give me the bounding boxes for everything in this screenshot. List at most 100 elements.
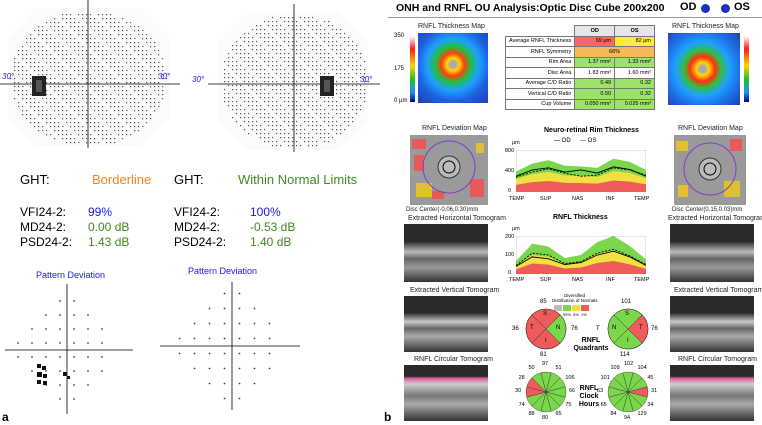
field-dot (106, 122, 108, 124)
od-quadrant-chart (525, 308, 567, 350)
os-cell: 0.32 (614, 88, 655, 100)
field-dot (114, 82, 116, 84)
field-dot (312, 49, 314, 51)
field-dot (268, 133, 270, 135)
field-dot (70, 18, 72, 20)
field-dot (296, 69, 298, 71)
field-dot (288, 85, 290, 87)
field-dot (224, 97, 226, 99)
clock-value: 94 (624, 415, 631, 421)
field-dot (292, 89, 294, 91)
field-dot (264, 89, 266, 91)
field-dot (98, 30, 100, 32)
field-dot (94, 106, 96, 108)
os-cell: 0.32 (614, 77, 655, 89)
field-dot (364, 97, 366, 99)
field-dot (26, 114, 28, 116)
field-dot (122, 134, 124, 136)
field-dot (102, 138, 104, 140)
field-dot (336, 61, 338, 63)
field-dot (142, 54, 144, 56)
pd-point (31, 328, 33, 330)
vfi-value: 99% (88, 205, 113, 219)
field-dot (260, 105, 262, 107)
field-dot (146, 78, 148, 80)
field-dot (356, 61, 358, 63)
field-dot (232, 45, 234, 47)
field-dot (118, 50, 120, 52)
field-dot (252, 65, 254, 67)
field-dot (50, 114, 52, 116)
clock-value: 65 (600, 401, 607, 408)
field-dot (360, 73, 362, 75)
field-dot (114, 106, 116, 108)
field-dot (82, 130, 84, 132)
field-dot (54, 46, 56, 48)
field-dot (268, 53, 270, 55)
field-dot (228, 85, 230, 87)
field-dot (18, 62, 20, 64)
field-dot (284, 41, 286, 43)
field-dot (260, 117, 262, 119)
field-dot (106, 98, 108, 100)
field-dot (50, 54, 52, 56)
field-dot (328, 37, 330, 39)
field-dot (340, 29, 342, 31)
field-dot (74, 30, 76, 32)
field-dot (232, 69, 234, 71)
field-dot (224, 77, 226, 79)
field-dot (42, 30, 44, 32)
field-dot (94, 130, 96, 132)
field-dot (150, 54, 152, 56)
field-dot (34, 98, 36, 100)
field-dot (138, 54, 140, 56)
field-dot (268, 121, 270, 123)
field-dot (14, 78, 16, 80)
field-dot (62, 14, 64, 16)
field-dot (78, 122, 80, 124)
field-dot (138, 114, 140, 116)
field-dot (300, 45, 302, 47)
field-dot (114, 62, 116, 64)
field-dot (94, 38, 96, 40)
field-dot (256, 89, 258, 91)
os-deviation-svg (674, 135, 746, 205)
field-dot (280, 45, 282, 47)
field-dot (106, 82, 108, 84)
field-dot (70, 142, 72, 144)
scale-bottom: 0 µm (394, 98, 408, 104)
field-dot (248, 97, 250, 99)
pd-point (73, 314, 75, 316)
field-dot (122, 18, 124, 20)
field-dot (18, 66, 20, 68)
os-circ-tomogram (670, 365, 754, 421)
clock-value: 104 (637, 364, 647, 371)
field-dot (78, 110, 80, 112)
field-dot (248, 117, 250, 119)
field-dot (316, 125, 318, 127)
field-dot (288, 17, 290, 19)
field-dot (30, 66, 32, 68)
field-dot (352, 97, 354, 99)
field-dot (356, 101, 358, 103)
field-dot (340, 45, 342, 47)
field-dot (138, 106, 140, 108)
field-dot (110, 38, 112, 40)
field-dot (90, 74, 92, 76)
field-dot (348, 85, 350, 87)
field-dot (256, 33, 258, 35)
field-dot (74, 126, 76, 128)
pd-point (253, 337, 256, 340)
field-dot (94, 142, 96, 144)
field-dot (74, 102, 76, 104)
field-dot (236, 85, 238, 87)
field-dot (272, 81, 274, 83)
field-dot (106, 90, 108, 92)
od-q-letter-i: I (545, 338, 547, 344)
field-dot (256, 121, 258, 123)
table-row: Average C/D Ratio 0.49 0.32 (504, 77, 655, 89)
field-dot (320, 49, 322, 51)
field-dot (244, 37, 246, 39)
field-dot (304, 141, 306, 143)
field-dot (292, 137, 294, 139)
